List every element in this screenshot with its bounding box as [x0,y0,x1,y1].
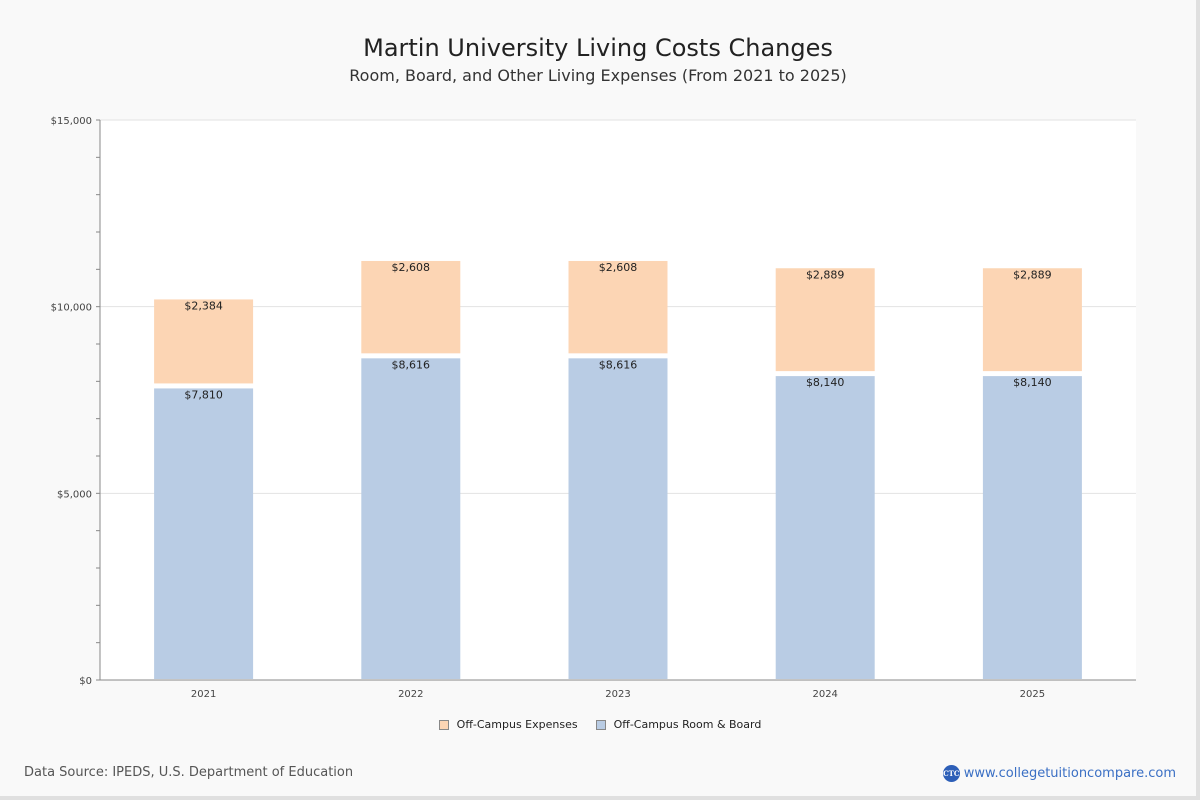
data-label: $8,140 [1013,376,1052,389]
chart-subtitle: Room, Board, and Other Living Expenses (… [349,66,847,85]
legend-item-off-campus-expenses[interactable]: Off-Campus Expenses [438,718,578,731]
bar-off-campus-room-board-2022 [361,358,461,679]
data-source-note: Data Source: IPEDS, U.S. Department of E… [24,765,354,780]
y-tick-label: $0 [79,676,92,687]
legend-swatch-expenses [438,719,449,730]
x-tick-label: 2023 [605,689,630,700]
bar-off-campus-room-board-2024 [775,376,875,679]
y-tick-label: $15,000 [51,116,92,127]
bar-off-campus-room-board-2023 [568,358,668,679]
x-tick-label: 2021 [191,689,216,700]
bar-off-campus-room-board-2021 [154,388,254,679]
data-label: $8,140 [806,376,845,389]
brand-link[interactable]: CTC www.collegetuitioncompare.com [942,765,1176,782]
data-label: $8,616 [599,358,638,371]
legend-label: Off-Campus Expenses [456,718,578,731]
bar-off-campus-expenses-2023 [568,260,668,354]
legend-item-off-campus-room-board[interactable]: Off-Campus Room & Board [595,718,762,731]
data-label: $8,616 [392,358,431,371]
brand-url: www.collegetuitioncompare.com [963,766,1176,781]
bar-off-campus-room-board-2025 [982,376,1082,679]
legend-swatch-room-board [595,719,606,730]
legend: Off-Campus Expenses Off-Campus Room & Bo… [0,718,1200,731]
chart-title: Martin University Living Costs Changes [363,34,833,62]
data-label: $2,608 [599,261,638,274]
x-tick-label: 2025 [1020,689,1045,700]
data-label: $2,889 [806,268,845,281]
bar-off-campus-expenses-2024 [775,268,875,372]
x-tick-label: 2024 [812,689,837,700]
y-tick-label: $5,000 [57,489,92,500]
ctc-logo-icon: CTC [942,765,960,782]
bar-off-campus-expenses-2025 [982,268,1082,372]
data-label: $2,384 [184,299,223,312]
legend-label: Off-Campus Room & Board [613,718,762,731]
data-label: $2,608 [392,261,431,274]
data-label: $2,889 [1013,268,1052,281]
bar-off-campus-expenses-2022 [361,260,461,354]
data-label: $7,810 [184,388,223,401]
x-tick-label: 2022 [398,689,423,700]
y-tick-label: $10,000 [51,303,92,314]
bar-off-campus-expenses-2021 [154,299,254,384]
